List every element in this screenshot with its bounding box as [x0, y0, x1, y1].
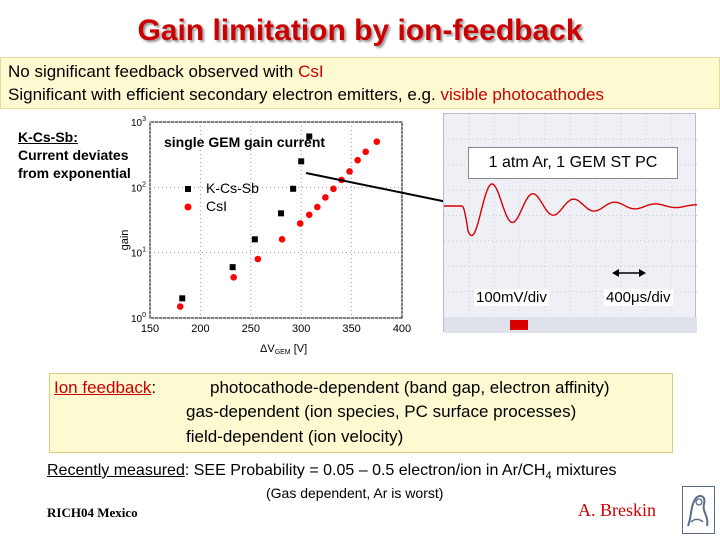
recent-measurement: Recently measured: SEE Probability = 0.0…	[47, 462, 617, 483]
plot-marks	[176, 133, 381, 310]
recent-heading: Recently measured	[47, 462, 185, 479]
callout-row-1: Ion feedback:	[54, 378, 157, 397]
data-point-csi	[330, 185, 337, 193]
conference-footer: RICH04 Mexico	[47, 505, 138, 520]
callout-heading: Ion feedback	[54, 378, 152, 397]
data-point-csi	[373, 138, 381, 145]
callout-item-gas: gas-dependent (ion species, PC surface p…	[186, 402, 577, 421]
time-div-arrow	[612, 269, 646, 277]
banner-line-1: No significant feedback observed with Cs…	[8, 62, 324, 81]
scope-channel-tag	[510, 320, 528, 330]
data-point-k-cs-sb	[298, 158, 305, 165]
scope-condition-label: 1 atm Ar, 1 GEM ST PC	[468, 147, 678, 179]
data-point-csi	[346, 168, 353, 175]
kcssb-note: K-Cs-Sb: Current deviates from exponenti…	[18, 128, 133, 182]
x-tick-label: 350	[342, 323, 360, 335]
y-tick-label: 100	[131, 312, 146, 325]
data-point-csi	[354, 156, 361, 164]
y-axis-label: gain	[119, 230, 131, 251]
data-point-csi	[314, 203, 321, 211]
data-point-k-cs-sb	[290, 185, 297, 192]
data-point-csi	[296, 220, 304, 227]
kcssb-note-text: Current deviates from exponential	[18, 147, 131, 181]
x-tick-label: 250	[242, 323, 260, 335]
legend-marker-csi	[184, 203, 192, 211]
y-tick-label: 102	[131, 181, 146, 194]
kcssb-note-label: K-Cs-Sb:	[18, 129, 78, 145]
scope-status-bar	[444, 317, 697, 333]
data-point-csi	[176, 303, 184, 310]
data-point-k-cs-sb	[179, 295, 186, 302]
legend-label-csi: CsI	[206, 198, 227, 214]
summary-banner: No significant feedback observed with Cs…	[0, 57, 720, 109]
gain-plot: 150 200 250 300 350 400 100 101 102 103 single GE…	[118, 112, 418, 357]
oscilloscope-svg	[444, 114, 697, 333]
volt-per-div: 100mV/div	[474, 289, 549, 306]
data-point-k-cs-sb	[278, 210, 285, 217]
plot-grid	[149, 121, 403, 319]
data-point-csi	[254, 255, 262, 263]
data-point-csi	[230, 273, 237, 281]
gas-dependence-note: (Gas dependent, Ar is worst)	[266, 485, 444, 501]
callout-item-field: field-dependent (ion velocity)	[186, 427, 404, 446]
plot-frame	[149, 121, 403, 319]
photocathode-highlight: visible photocathodes	[440, 85, 604, 104]
banner-line-2: Significant with efficient secondary ele…	[8, 85, 604, 104]
x-tick-label: 150	[141, 323, 159, 335]
time-per-div: 400μs/div	[604, 289, 673, 306]
y-tick-label: 103	[131, 116, 146, 129]
slide-title: Gain limitation by ion-feedback	[137, 14, 583, 47]
x-tick-label: 300	[292, 323, 310, 335]
institute-logo-icon	[682, 486, 715, 534]
ion-feedback-callout: Ion feedback: photocathode-dependent (ba…	[49, 373, 673, 453]
csi-highlight: CsI	[298, 62, 324, 81]
data-point-csi	[305, 211, 313, 219]
legend-label-kcssb: K-Cs-Sb	[206, 180, 259, 196]
data-point-k-cs-sb	[251, 236, 258, 243]
data-point-csi	[322, 194, 329, 201]
legend-marker-kcssb	[185, 186, 191, 192]
callout-item-photocathode: photocathode-dependent (band gap, electr…	[210, 378, 610, 397]
data-point-k-cs-sb	[306, 133, 313, 140]
plot-ticks: 150 200 250 300 350 400 100 101 102 103	[131, 116, 411, 335]
plot-title: single GEM gain current	[164, 134, 325, 150]
data-point-csi	[278, 236, 286, 243]
pointer-line	[305, 172, 453, 204]
x-tick-label: 200	[191, 323, 209, 335]
author-footer: A. Breskin	[578, 500, 656, 520]
y-tick-label: 101	[131, 247, 146, 260]
scope-waveform	[444, 183, 697, 237]
gain-plot-svg: 150 200 250 300 350 400 100 101 102 103 single GE…	[119, 116, 411, 356]
x-tick-label: 400	[393, 323, 411, 335]
data-point-k-cs-sb	[229, 264, 236, 271]
x-axis-label: ΔVGEM [V]	[260, 343, 307, 356]
scope-grid	[444, 114, 697, 317]
data-point-csi	[362, 148, 370, 156]
